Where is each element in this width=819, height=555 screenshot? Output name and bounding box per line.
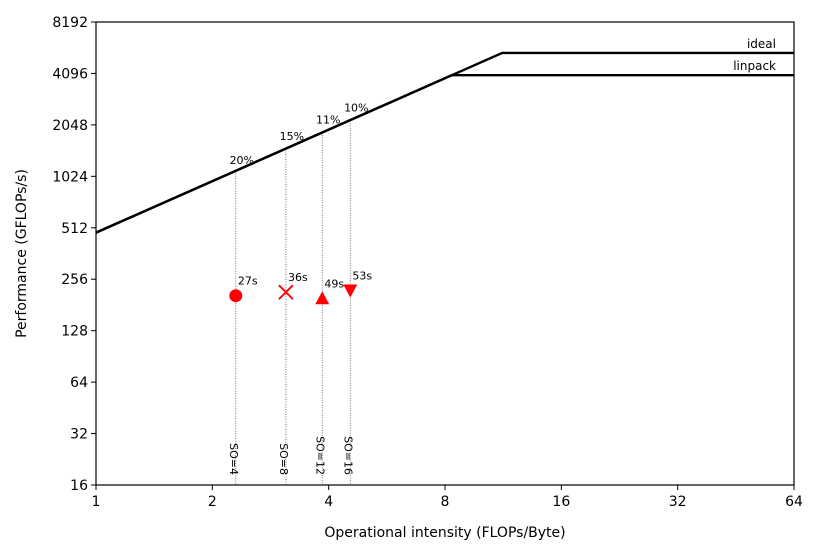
x-marker	[278, 284, 294, 300]
x-axis-title: Operational intensity (FLOPs/Byte)	[324, 525, 565, 541]
y-tick-label: 512	[61, 221, 88, 237]
data-points-group	[229, 284, 358, 305]
y-tick-label: 32	[70, 427, 88, 443]
y-tick-label: 256	[61, 272, 88, 288]
config-label: SO=12	[313, 436, 326, 475]
y-tick-label: 16	[70, 478, 88, 494]
x-tick-label: 64	[785, 494, 803, 510]
percent-label: 15%	[280, 130, 304, 143]
x-tick-label: 2	[208, 494, 217, 510]
time-label: 53s	[352, 269, 372, 282]
triangle-down-marker	[343, 284, 358, 298]
y-tick-label: 4096	[52, 66, 88, 82]
roofline-label-linpack: linpack	[733, 59, 776, 73]
y-tick-label: 64	[70, 375, 88, 391]
x-tick-label: 1	[92, 494, 101, 510]
x-tick-label: 4	[324, 494, 333, 510]
y-axis: 16 32 64 128 256 512 1024 2048 4096 8192	[52, 15, 96, 494]
y-axis-title: Performance (GFLOPs/s)	[14, 169, 30, 338]
time-label: 27s	[238, 275, 258, 288]
circle-marker	[229, 289, 243, 303]
percent-label: 20%	[230, 154, 254, 167]
config-label: SO=4	[227, 443, 240, 475]
y-tick-label: 2048	[52, 118, 88, 134]
time-label: 36s	[288, 271, 308, 284]
x-tick-label: 8	[441, 494, 450, 510]
percent-label: 10%	[344, 101, 368, 114]
time-label: 49s	[324, 277, 344, 290]
config-label: SO=8	[277, 443, 290, 475]
y-tick-label: 128	[61, 324, 88, 340]
triangle-up-marker	[315, 291, 330, 305]
x-axis: 1 2 4 8 16 32 64	[92, 485, 803, 510]
roofline-label-ideal: ideal	[747, 37, 776, 51]
y-tick-label: 1024	[52, 169, 88, 185]
x-tick-label: 32	[669, 494, 687, 510]
config-label: SO=16	[341, 436, 354, 475]
guide-lines-group	[235, 120, 351, 485]
roofline-group: ideal linpack	[95, 37, 794, 234]
annotation-group: 20% SO=4 27s 15% SO=8 36s 11% SO=12 49s 10% SO=16 5…	[227, 101, 373, 475]
roofline-linpack	[95, 73, 794, 234]
percent-label: 11%	[316, 113, 340, 126]
x-tick-label: 16	[552, 494, 570, 510]
y-tick-label: 8192	[52, 15, 88, 31]
